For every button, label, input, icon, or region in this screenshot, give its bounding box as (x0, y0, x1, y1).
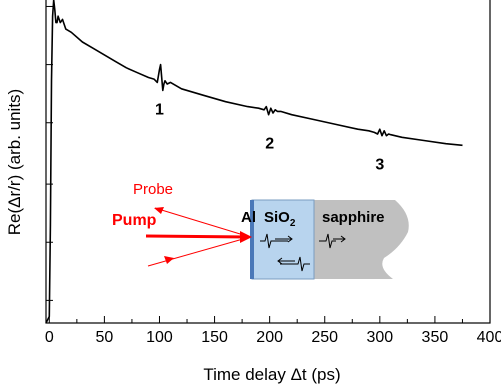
x-tick-label: 150 (201, 329, 228, 346)
echo-annotation: 1 (155, 102, 164, 119)
series-line (45, 0, 463, 324)
probe-beam-incident (147, 236, 251, 267)
ticks: 0 50 100 150 200 250 300 350 400 (45, 5, 501, 346)
x-tick-label: 200 (256, 329, 283, 346)
x-tick-label: 250 (311, 329, 338, 346)
pump-beam (145, 234, 249, 239)
pump-label: Pump (112, 212, 157, 229)
substrate-sapphire (314, 200, 409, 279)
series-layer (45, 0, 463, 324)
echo-arrow-forward-oxide (275, 235, 293, 243)
oxide-label: SiO2 (264, 209, 296, 229)
plot-frame (45, 0, 491, 324)
x-axis-label: Time delay Δt (ps) (203, 365, 340, 384)
y-axis-label: Re(Δr/r) (arb. units) (5, 89, 24, 235)
x-tick-label: 400 (477, 329, 501, 346)
pump-beam-arrow (240, 231, 252, 243)
echo-pulse-substrate (319, 233, 336, 249)
annotation-layer: 1 2 3 (155, 102, 384, 174)
axes (45, 0, 491, 324)
probe-beam-reflected (154, 207, 251, 238)
substrate-label: sapphire (322, 209, 385, 226)
oxide-label-main: SiO (264, 209, 290, 226)
probe-beam-reflected-arrow (154, 207, 164, 214)
x-tick-label: 50 (95, 329, 113, 346)
metal-layer (250, 200, 254, 279)
echo-annotation: 3 (375, 157, 384, 174)
echo-pulse-forward-oxide (260, 233, 288, 249)
probe-label: Probe (133, 181, 173, 198)
echo-annotation: 2 (265, 136, 274, 153)
echo-arrow-substrate (333, 235, 346, 243)
oxide-label-subscript: 2 (290, 218, 296, 229)
echo-arrow-backward-oxide (277, 257, 295, 265)
echo-pulse-backward-oxide (280, 256, 310, 272)
metal-label: Al (241, 209, 256, 226)
pump-probe-inset: Al SiO2 sapphire Probe Pump (112, 181, 409, 280)
x-tick-label: 0 (45, 329, 54, 346)
x-tick-label: 300 (366, 329, 393, 346)
x-tick-label: 100 (146, 329, 173, 346)
x-tick-label: 350 (422, 329, 449, 346)
probe-beam-incident-arrow (164, 256, 174, 264)
